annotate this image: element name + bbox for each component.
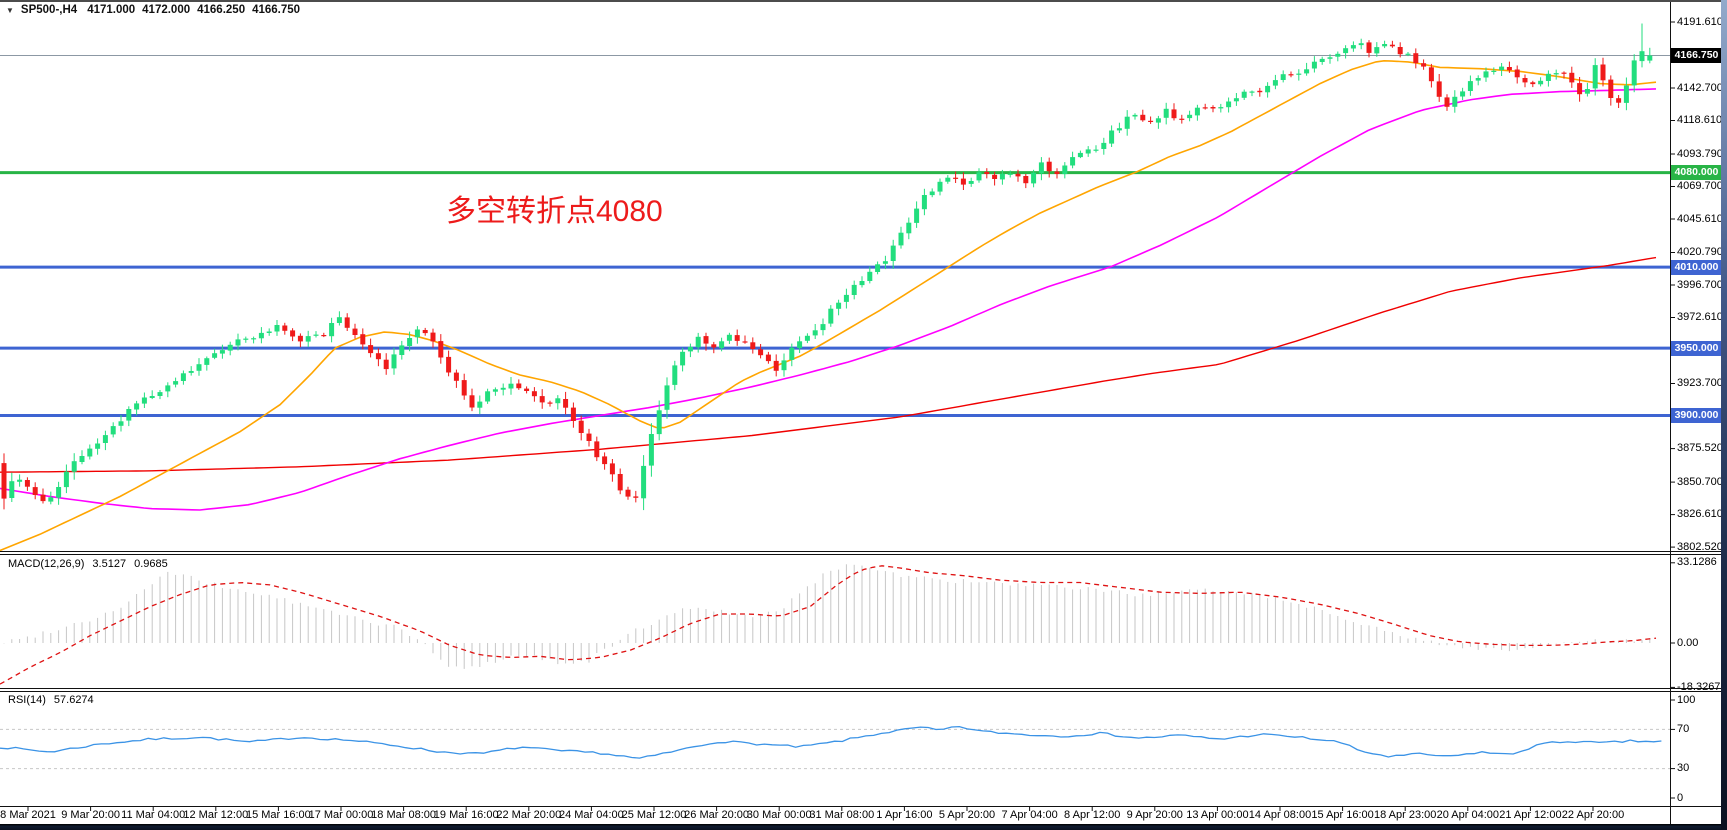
price-tick-label: 4069.700 <box>1677 180 1723 192</box>
horizontal-scrollbar[interactable] <box>0 824 1727 830</box>
time-axis-label: 24 Mar 04:00 <box>558 809 624 821</box>
rsi-tick-label: 30 <box>1677 762 1690 775</box>
time-axis-label: 26 Mar 20:00 <box>684 809 750 821</box>
macd-value-signal: 0.9685 <box>134 558 168 570</box>
price-tick-label: 4093.790 <box>1677 147 1723 160</box>
rsi-panel-header: RSI(14) 57.6274 <box>8 694 94 706</box>
time-axis-label: 13 Apr 00:00 <box>1186 809 1249 821</box>
time-axis-label: 19 Mar 16:00 <box>433 809 499 821</box>
time-axis-label: 18 Mar 08:00 <box>371 809 437 821</box>
time-axis-label: 31 Mar 08:00 <box>809 809 875 821</box>
macd-tick-label: -18.3267 <box>1677 680 1721 693</box>
price-badge-3950.000: 3950.000 <box>1671 340 1722 356</box>
price-tick-label: 4020.790 <box>1677 246 1723 258</box>
price-badge-4080.000: 4080.000 <box>1671 165 1722 181</box>
time-axis-label: 21 Apr 12:00 <box>1499 809 1562 821</box>
price-badge-4166.750: 4166.750 <box>1671 48 1722 63</box>
price-tick-label: 3996.700 <box>1677 278 1723 291</box>
chart-annotation: 多空转折点4080 <box>446 195 663 228</box>
macd-panel-header: MACD(12,26,9) 3.5127 0.9685 <box>8 558 168 570</box>
quote-low: 4166.250 <box>197 4 246 16</box>
time-axis-label: 22 Mar 20:00 <box>496 809 562 821</box>
time-axis-label: 25 Mar 12:00 <box>621 809 687 821</box>
macd-label: MACD(12,26,9) <box>8 558 85 570</box>
price-tick-label: 4142.700 <box>1677 81 1723 94</box>
rsi-tick-label: 70 <box>1677 722 1690 735</box>
time-axis-label: 15 Mar 16:00 <box>245 809 311 821</box>
quote-close: 4166.750 <box>252 4 301 16</box>
time-axis-label: 9 Apr 20:00 <box>1126 809 1183 821</box>
quote-open: 4171.000 <box>87 4 136 16</box>
time-axis-label: 20 Apr 04:00 <box>1436 809 1499 821</box>
time-axis-label: 8 Apr 12:00 <box>1064 809 1121 821</box>
price-tick-label: 4118.610 <box>1677 114 1723 126</box>
time-axis-label: 8 Mar 2021 <box>0 809 56 821</box>
time-axis-label: 7 Apr 04:00 <box>1001 809 1058 821</box>
rsi-value: 57.6274 <box>53 694 94 706</box>
time-axis-label: 18 Apr 23:00 <box>1373 809 1437 821</box>
rsi-tick-label: 0 <box>1677 791 1684 804</box>
price-tick-label: 4045.610 <box>1677 212 1723 225</box>
symbol-dropdown-icon[interactable]: ▼ <box>6 5 14 15</box>
price-tick-label: 4191.610 <box>1677 15 1723 28</box>
time-axis-label: 30 Mar 00:00 <box>746 809 812 821</box>
macd-value-main: 3.5127 <box>92 558 127 570</box>
rsi-label: RSI(14) <box>8 694 46 706</box>
price-tick-label: 3850.700 <box>1677 475 1723 488</box>
symbol-name: SP500-,H4 <box>20 4 78 16</box>
time-axis-label: 11 Mar 04:00 <box>121 809 186 821</box>
macd-tick-label: 0.00 <box>1677 636 1699 649</box>
price-tick-label: 3972.610 <box>1677 311 1723 323</box>
rsi-tick-label: 100 <box>1677 693 1696 706</box>
time-axis-label: 9 Mar 20:00 <box>61 809 120 821</box>
window-frame-right <box>1721 0 1727 830</box>
quote-high: 4172.000 <box>142 4 191 16</box>
time-axis-label: 14 Apr 08:00 <box>1248 809 1312 821</box>
price-badge-3900.000: 3900.000 <box>1671 408 1722 423</box>
time-axis-label: 12 Mar 12:00 <box>183 809 249 821</box>
macd-tick-label: 33.1286 <box>1677 556 1717 569</box>
time-axis-label: 17 Mar 00:00 <box>308 809 374 821</box>
symbol-ohlc-line: ▼ SP500-,H4 4171.000 4172.000 4166.250 4… <box>6 4 307 16</box>
price-tick-label: 3826.610 <box>1677 508 1723 521</box>
price-tick-label: 3923.700 <box>1677 377 1723 389</box>
time-axis-label: 15 Apr 16:00 <box>1311 809 1374 821</box>
price-badge-4010.000: 4010.000 <box>1671 259 1722 275</box>
price-tick-label: 3875.520 <box>1677 442 1723 455</box>
time-axis-label: 1 Apr 16:00 <box>876 809 933 821</box>
price-tick-label: 3802.520 <box>1677 540 1723 553</box>
time-axis-label: 22 Apr 20:00 <box>1561 809 1625 821</box>
time-axis-label: 5 Apr 20:00 <box>938 809 996 821</box>
